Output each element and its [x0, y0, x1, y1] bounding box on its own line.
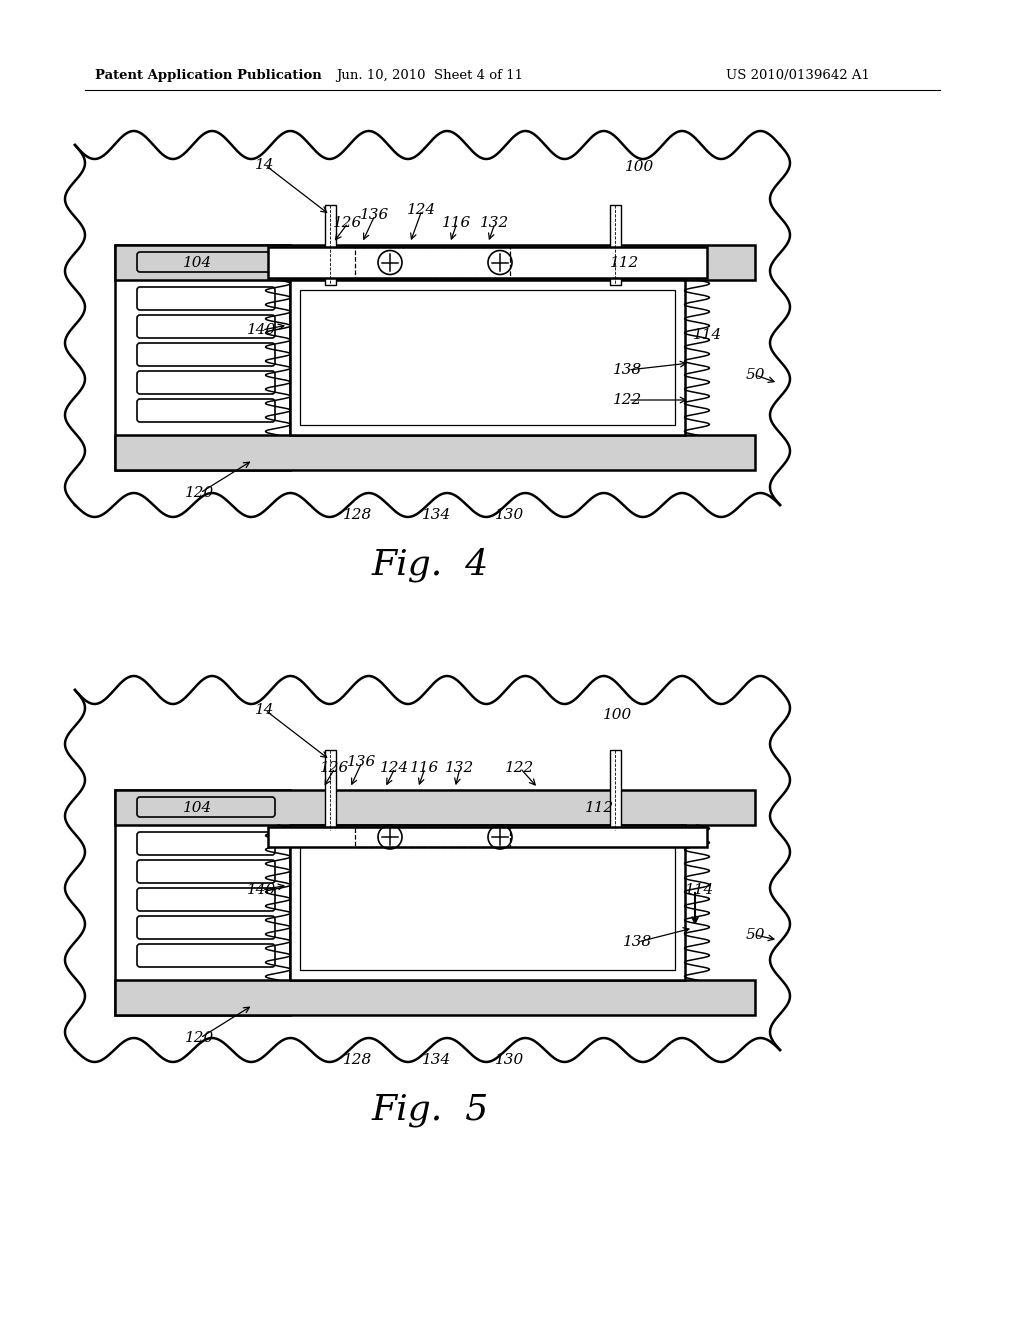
Text: Fig.  4: Fig. 4: [372, 548, 488, 582]
Text: 114: 114: [693, 327, 723, 342]
Text: 50: 50: [745, 928, 765, 942]
Text: 130: 130: [496, 508, 524, 521]
Text: 120: 120: [185, 486, 215, 500]
Polygon shape: [115, 979, 755, 1015]
Text: 112: 112: [610, 256, 640, 271]
Text: 14: 14: [255, 704, 274, 717]
Text: 120: 120: [185, 1031, 215, 1045]
Text: 126: 126: [334, 216, 362, 230]
Polygon shape: [609, 750, 621, 830]
Text: 128: 128: [343, 508, 373, 521]
Text: 134: 134: [422, 1053, 452, 1067]
Text: 136: 136: [347, 755, 377, 770]
Polygon shape: [609, 205, 621, 285]
Polygon shape: [290, 280, 685, 436]
Text: 50: 50: [745, 368, 765, 381]
Polygon shape: [115, 436, 755, 470]
Text: 134: 134: [422, 508, 452, 521]
Text: 116: 116: [442, 216, 472, 230]
Text: 122: 122: [613, 393, 643, 407]
Text: 132: 132: [445, 762, 475, 775]
Text: Patent Application Publication: Patent Application Publication: [95, 69, 322, 82]
Text: 132: 132: [480, 216, 510, 230]
Text: 124: 124: [408, 203, 436, 216]
Text: 128: 128: [343, 1053, 373, 1067]
Text: 116: 116: [411, 762, 439, 775]
Polygon shape: [115, 246, 755, 280]
Polygon shape: [268, 828, 707, 847]
Text: Jun. 10, 2010  Sheet 4 of 11: Jun. 10, 2010 Sheet 4 of 11: [337, 69, 523, 82]
Text: US 2010/0139642 A1: US 2010/0139642 A1: [726, 69, 870, 82]
Text: 100: 100: [626, 160, 654, 174]
Text: 114: 114: [685, 883, 715, 898]
Polygon shape: [325, 750, 336, 830]
Text: Fig.  5: Fig. 5: [372, 1093, 488, 1127]
Text: 138: 138: [624, 935, 652, 949]
Text: 140: 140: [248, 323, 276, 337]
Text: 124: 124: [380, 762, 410, 775]
Polygon shape: [115, 246, 290, 470]
Text: 104: 104: [183, 801, 213, 814]
Polygon shape: [115, 789, 755, 825]
Polygon shape: [115, 789, 290, 1015]
Polygon shape: [268, 247, 707, 279]
Text: 112: 112: [586, 801, 614, 814]
Text: 104: 104: [183, 256, 213, 271]
Text: 136: 136: [360, 209, 389, 222]
Polygon shape: [290, 825, 685, 979]
Polygon shape: [325, 205, 336, 285]
Text: 14: 14: [255, 158, 274, 172]
Text: 130: 130: [496, 1053, 524, 1067]
Text: 138: 138: [613, 363, 643, 378]
Text: 100: 100: [603, 708, 633, 722]
Text: 126: 126: [321, 762, 349, 775]
Text: 122: 122: [506, 762, 535, 775]
Text: 140: 140: [248, 883, 276, 898]
